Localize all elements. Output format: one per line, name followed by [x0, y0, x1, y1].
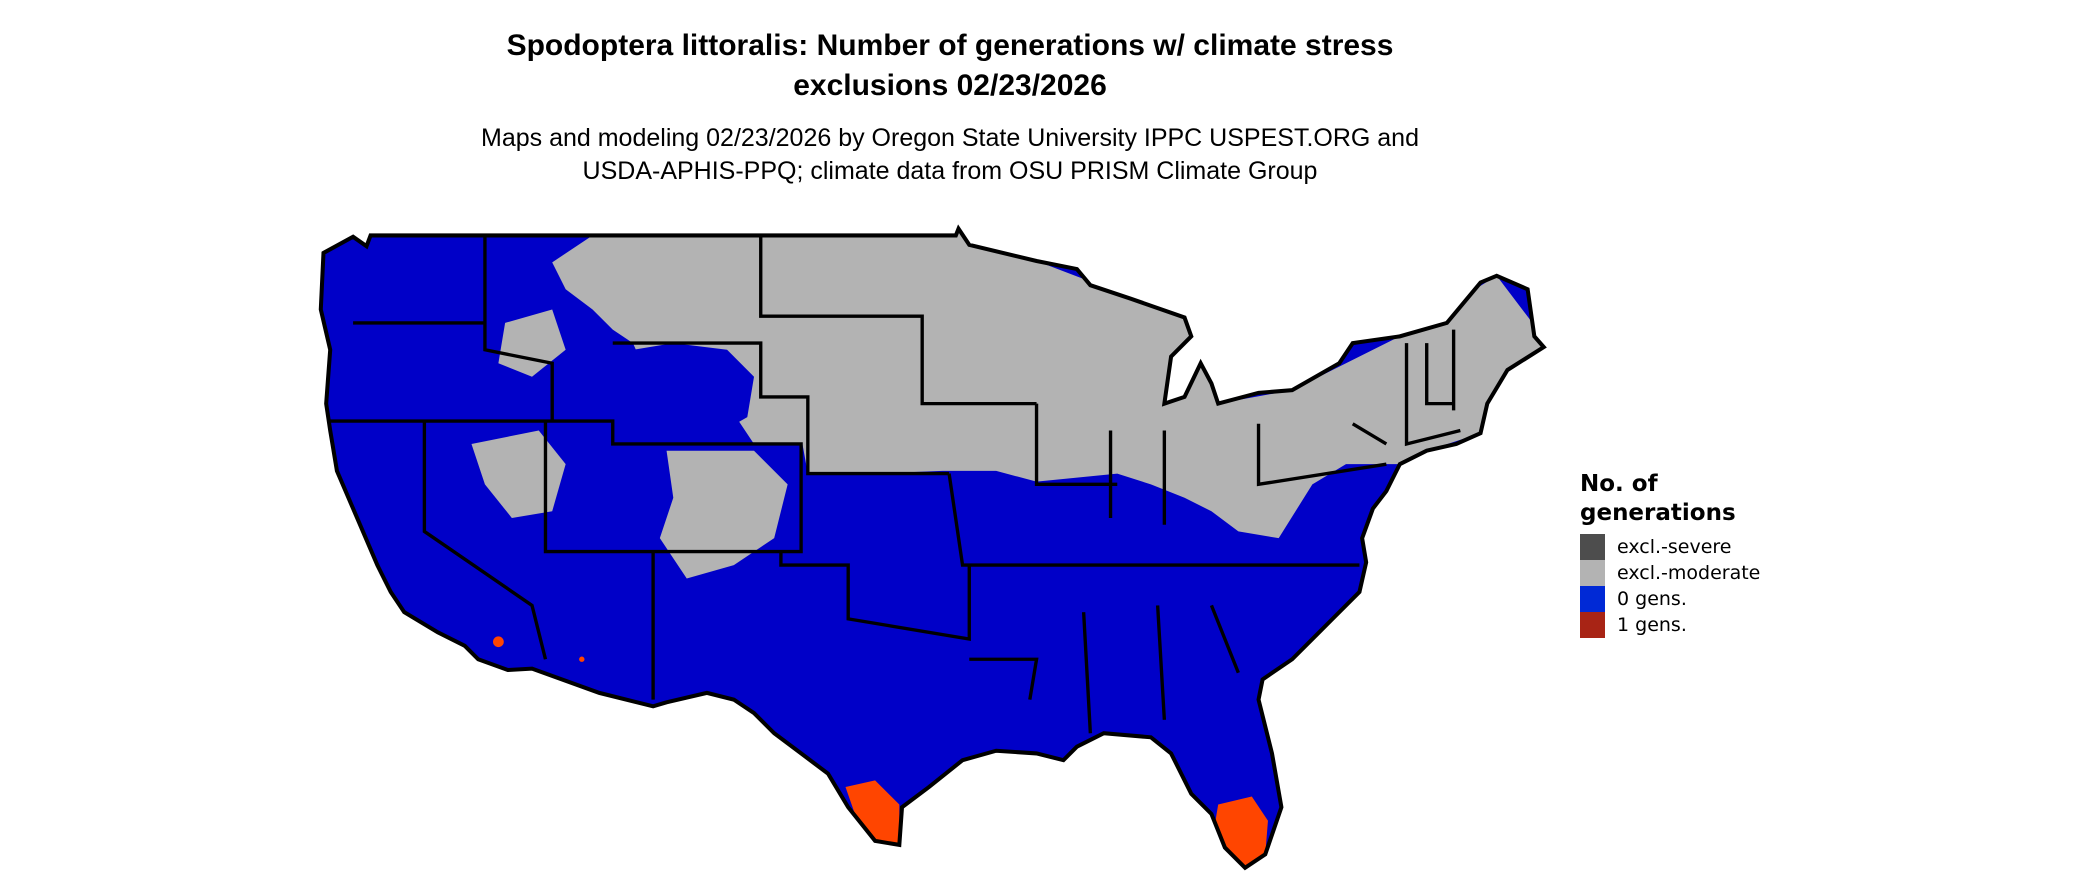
legend-swatch	[1580, 586, 1605, 612]
excl-moderate-idaho	[498, 309, 566, 377]
legend-label: 1 gens.	[1617, 614, 1687, 636]
excl-moderate-nevada-utah	[471, 430, 566, 518]
legend-item-1-gens: 1 gens.	[1580, 612, 1760, 638]
map-subtitle: Maps and modeling 02/23/2026 by Oregon S…	[300, 122, 1600, 188]
legend-label: 0 gens.	[1617, 588, 1687, 610]
legend-swatch	[1580, 534, 1605, 560]
title-line-2: exclusions 02/23/2026	[793, 69, 1107, 102]
legend-item-excl-severe: excl.-severe	[1580, 534, 1760, 560]
one-gens-south-florida	[1215, 796, 1268, 868]
legend-swatch	[1580, 612, 1605, 638]
legend-title-line-2: generations	[1580, 500, 1736, 526]
one-gens-spot-ca	[493, 636, 504, 648]
legend-item-0-gens: 0 gens.	[1580, 586, 1760, 612]
subtitle-line-1: Maps and modeling 02/23/2026 by Oregon S…	[481, 124, 1419, 152]
legend-title-line-1: No. of	[1580, 471, 1658, 497]
one-gens-south-texas	[845, 780, 900, 848]
legend-label: excl.-moderate	[1617, 562, 1761, 584]
title-line-1: Spodoptera littoralis: Number of generat…	[506, 29, 1394, 62]
legend: No. of generations excl.-severe excl.-mo…	[1580, 470, 1760, 638]
map-title: Spodoptera littoralis: Number of generat…	[300, 26, 1600, 106]
legend-swatch	[1580, 560, 1605, 586]
legend-item-excl-moderate: excl.-moderate	[1580, 560, 1760, 586]
legend-label: excl.-severe	[1617, 536, 1732, 558]
state-borders	[321, 229, 1544, 868]
excl-moderate-colorado	[659, 450, 788, 579]
excl-moderate-region	[552, 228, 1544, 539]
subtitle-line-2: USDA-APHIS-PPQ; climate data from OSU PR…	[582, 157, 1318, 185]
one-gens-spot-az	[579, 656, 585, 662]
zero-gens-wyoming	[632, 343, 755, 444]
